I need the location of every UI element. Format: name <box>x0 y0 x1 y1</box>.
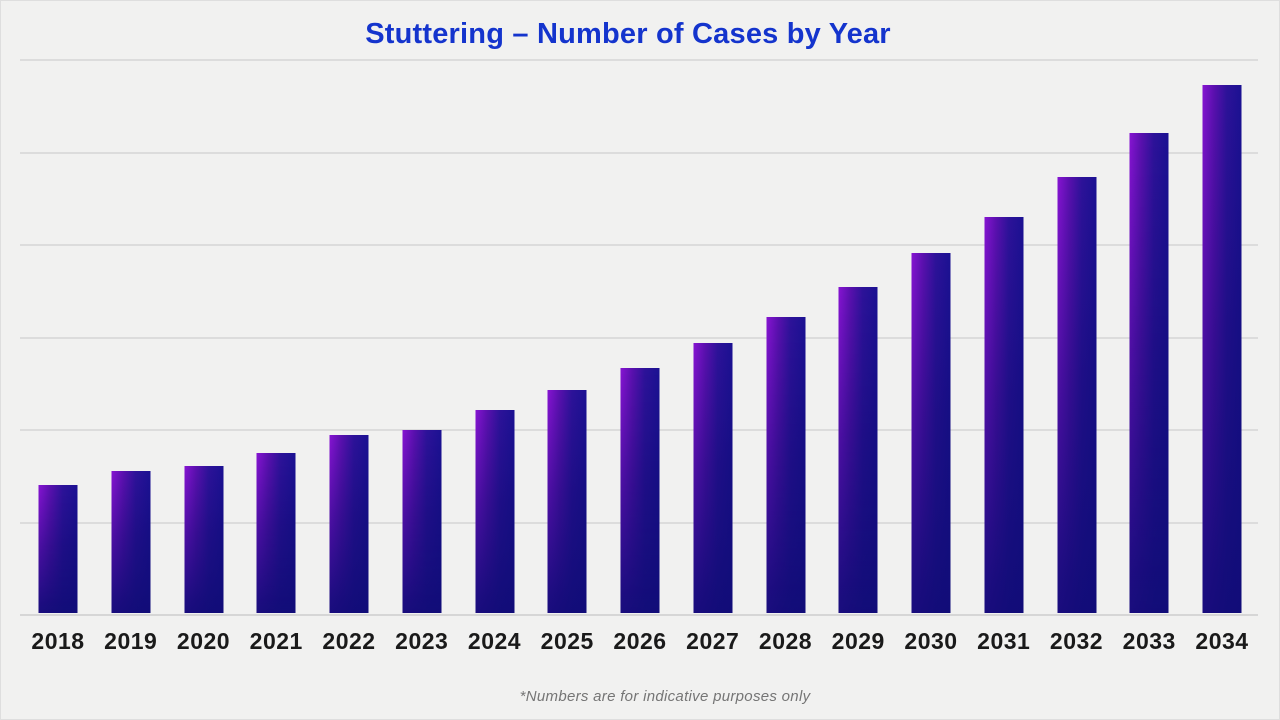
x-tick-label-2028: 2028 <box>758 628 813 654</box>
x-tick-label-2020: 2020 <box>176 628 231 654</box>
bar-2032 <box>1057 177 1096 613</box>
bar-2027 <box>693 343 733 613</box>
gridline <box>20 336 1258 339</box>
x-tick-label-2032: 2032 <box>1049 628 1104 654</box>
x-axis: 2018 2019 2020 2021 2022 2023 2024 2025 2026 2027… <box>20 628 1258 662</box>
x-tick-label-2021: 2021 <box>249 628 303 654</box>
x-tick-label-2033: 2033 <box>1122 628 1176 654</box>
gridline <box>20 151 1258 154</box>
gridline <box>20 59 1258 61</box>
x-tick-label-2024: 2024 <box>467 628 522 654</box>
bar-2026 <box>620 367 660 613</box>
x-tick-label-2029: 2029 <box>831 628 885 654</box>
bar-2019 <box>111 471 151 613</box>
x-tick-label-2034: 2034 <box>1195 628 1249 654</box>
bar-2028 <box>766 316 805 613</box>
bar-2020 <box>184 466 223 613</box>
chart-title: Stuttering – Number of Cases by Year <box>365 18 891 50</box>
bar-2030 <box>911 253 951 613</box>
x-tick-label-2018: 2018 <box>31 628 85 654</box>
bar-2031 <box>984 217 1024 613</box>
bar-2024 <box>475 410 514 613</box>
gridline <box>20 244 1258 246</box>
bar-2034 <box>1202 85 1242 613</box>
x-tick-label-2026: 2026 <box>613 628 667 654</box>
bar-2022 <box>329 435 369 613</box>
chart-footnote: *Numbers are for indicative purposes onl… <box>519 688 811 705</box>
x-tick-label-2019: 2019 <box>104 628 158 654</box>
bar-2021 <box>256 452 296 613</box>
bar-2018 <box>38 484 78 613</box>
bar-2029 <box>838 286 878 613</box>
x-tick-label-2022: 2022 <box>322 628 376 654</box>
x-tick-label-2031: 2031 <box>977 628 1031 654</box>
x-tick-label-2025: 2025 <box>540 628 594 654</box>
bar-2023 <box>402 429 442 613</box>
x-tick-label-2027: 2027 <box>686 628 740 654</box>
x-tick-label-2023: 2023 <box>395 628 449 654</box>
x-tick-label-2030: 2030 <box>904 628 958 654</box>
plot-area <box>20 58 1258 616</box>
x-axis-baseline <box>20 614 1258 616</box>
bar-2033 <box>1129 132 1169 613</box>
bar-2025 <box>547 390 587 613</box>
